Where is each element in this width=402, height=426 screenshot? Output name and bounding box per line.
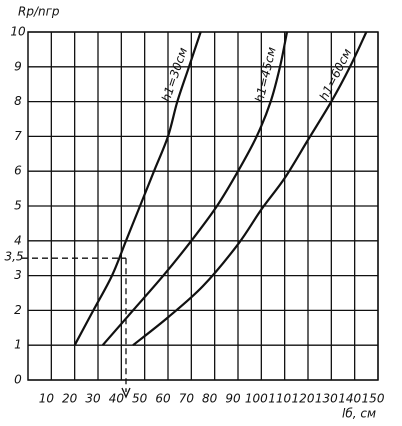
x-tick-label: 30 xyxy=(85,392,101,406)
y-tick-label: 0 xyxy=(14,373,22,387)
x-tick-label: 40 xyxy=(109,392,125,406)
x-tick-label: 120 xyxy=(292,392,315,406)
y-tick-label: 4 xyxy=(14,233,22,247)
y-tick-label: 6 xyxy=(14,164,22,178)
y-tick-label: 10 xyxy=(10,25,26,39)
x-tick-label: 50 xyxy=(132,392,148,406)
y-tick-label: 3,5 xyxy=(4,250,23,264)
x-tick-label: 60 xyxy=(155,392,171,406)
x-tick-label: 70 xyxy=(179,392,195,406)
y-tick-label: 1 xyxy=(14,338,22,352)
curve xyxy=(132,31,368,347)
x-tick-label: 10 xyxy=(39,392,55,406)
y-tick-label: 7 xyxy=(14,129,22,143)
y-tick-label: 9 xyxy=(14,59,22,73)
x-tick-label: 100 xyxy=(245,392,268,406)
y-tick-label: 5 xyxy=(14,199,22,213)
x-tick-label: 20 xyxy=(62,392,78,406)
x-tick-label: 130 xyxy=(315,392,338,406)
y-tick-label: 2 xyxy=(14,303,22,317)
y-tick-label: 8 xyxy=(14,94,22,108)
curve xyxy=(101,31,289,346)
x-tick-label: 150 xyxy=(362,392,385,406)
x-axis-title: lб, см xyxy=(342,407,376,421)
curve xyxy=(73,31,202,346)
curve-label: h1=45см xyxy=(252,46,278,104)
x-tick-label: 90 xyxy=(225,392,241,406)
x-tick-label: 110 xyxy=(268,392,291,406)
y-axis-title: Rр/nгр xyxy=(18,5,60,19)
arrow-head xyxy=(121,387,131,399)
x-tick-label: 80 xyxy=(202,392,218,406)
x-tick-label: 140 xyxy=(338,392,361,406)
y-tick-label: 3 xyxy=(14,268,22,282)
